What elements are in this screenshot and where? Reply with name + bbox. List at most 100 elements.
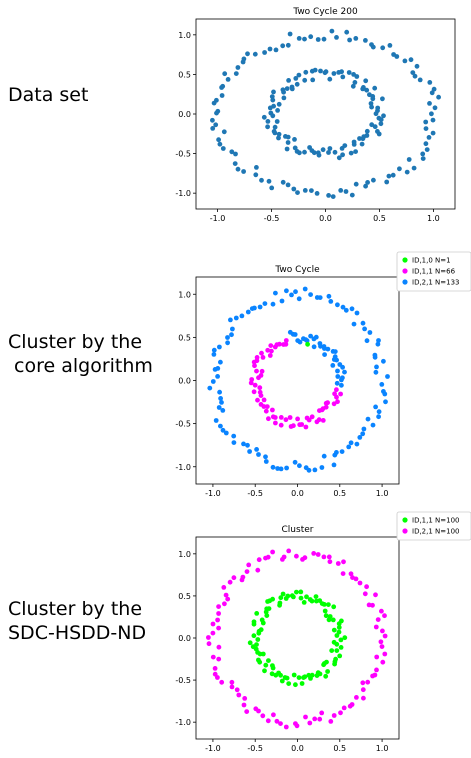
data-point [341,705,347,711]
data-point [370,422,376,428]
data-point [278,721,283,726]
data-point [348,150,354,156]
data-point [233,71,239,76]
data-point [278,422,284,428]
data-point [349,306,355,312]
data-point [215,374,221,379]
data-point [339,618,344,624]
data-point [346,444,352,450]
data-point [289,86,295,92]
data-point [293,682,298,688]
data-point [423,119,429,125]
y-tick-label: 0.5 [178,592,191,601]
data-point [372,85,378,91]
x-tick-label: -1.0 [205,489,221,498]
data-point [302,36,307,42]
data-point [343,189,349,194]
data-point [217,141,223,147]
data-point [219,93,225,98]
data-point [216,625,222,631]
data-point [402,58,408,64]
data-point [279,678,285,684]
x-tick-label: 0.5 [373,214,386,223]
data-point [364,128,370,134]
data-point [264,404,270,409]
data-point [346,70,352,75]
y-tick-label: 0.0 [178,634,191,643]
data-point [220,146,226,151]
data-point [330,194,336,200]
data-point [330,363,336,368]
data-point [229,149,235,155]
chart-panel-3: Cluster -1.0 -0.5 0.0 0.5 1.0 1.0 0.5 0.0 -0.5 -1.… [175,511,471,753]
data-point [283,338,289,343]
data-point [223,592,229,598]
data-point [218,396,224,401]
x-tick-label: -0.5 [264,214,280,223]
data-point [430,117,436,123]
data-point [326,602,331,607]
data-point [364,338,370,344]
data-point [342,143,348,149]
data-point [272,130,278,136]
data-point [381,113,386,119]
data-point [289,593,295,599]
data-point [273,47,279,53]
data-point [338,637,344,643]
data-point [331,462,337,468]
data-point [276,131,282,137]
data-point [210,630,216,636]
data-point [242,696,248,701]
data-point [244,709,250,714]
x-tick-label: 1.0 [427,214,440,223]
data-point [429,111,434,117]
data-point [263,454,268,460]
data-point [300,557,305,562]
data-point [215,675,220,680]
data-point [326,554,332,560]
data-point [312,716,318,722]
data-point [323,613,329,619]
data-point [367,92,372,98]
data-point [307,597,313,602]
data-point [348,571,354,577]
data-point [281,89,286,95]
data-point [219,679,225,685]
data-point [286,78,291,83]
data-point [322,70,328,76]
data-point [211,347,217,353]
data-point [294,553,299,559]
data-point [265,718,271,724]
data-point [231,433,237,439]
data-point [406,157,412,162]
data-point [307,720,313,726]
legend-marker [402,268,408,274]
x-tick-label: -1.0 [205,744,221,753]
data-point [357,580,363,586]
data-point [280,179,286,185]
data-point [265,119,271,124]
data-point [363,38,368,43]
x-tick-label: 0.5 [333,489,346,498]
data-point [391,52,396,57]
data-point [375,617,381,622]
x-tick-label: -1.0 [210,214,226,223]
data-point [252,382,258,388]
x-tick-label: 0.0 [291,744,304,753]
data-point [269,671,275,677]
chart-title: Two Cycle 200 [292,7,358,17]
data-point [354,441,360,447]
data-point [273,290,278,296]
data-point [285,182,291,188]
chart-title: Cluster [282,525,314,535]
data-point [233,151,238,157]
data-point [311,344,317,350]
data-point [408,57,414,63]
data-point [255,637,261,642]
data-point [369,104,374,110]
data-point [334,450,339,455]
data-point [309,672,315,678]
data-point [376,409,382,415]
data-point [427,101,432,106]
